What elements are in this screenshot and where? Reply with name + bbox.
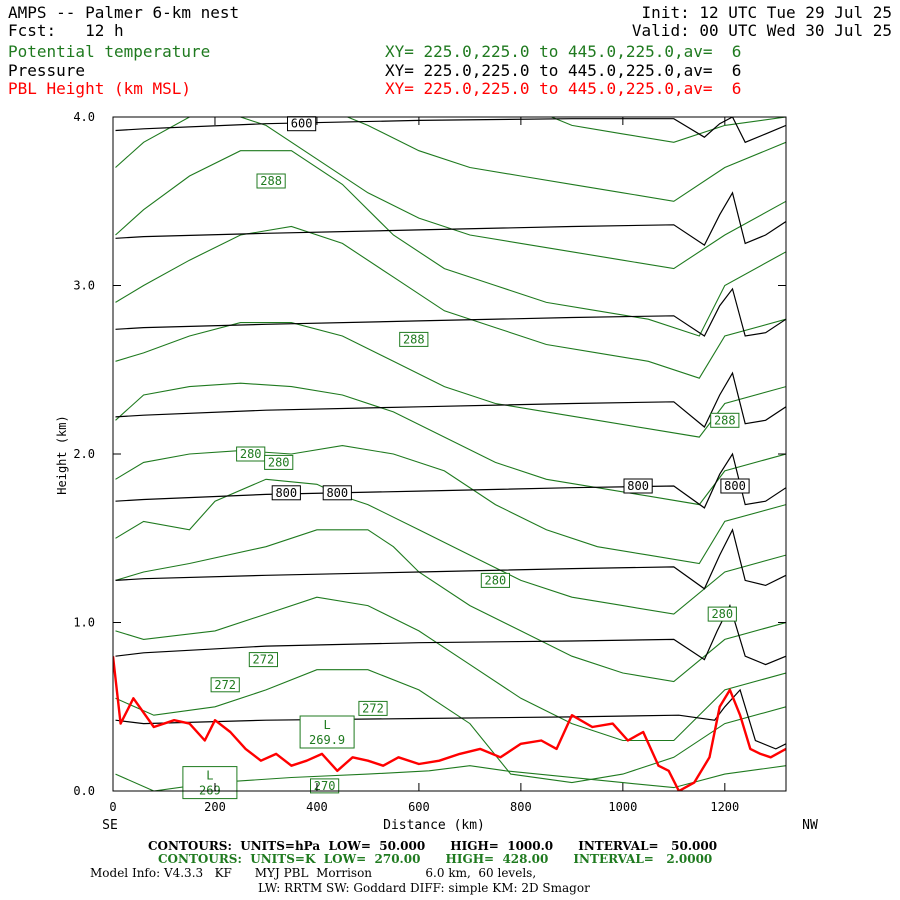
x-tick-label: 1000 bbox=[608, 800, 637, 814]
field-name-pressure: Pressure bbox=[8, 61, 86, 80]
theta-contour-290 bbox=[115, 117, 786, 270]
theta-contour-286 bbox=[115, 225, 786, 379]
theta-label: 280 bbox=[485, 573, 507, 587]
pressure-label: 800 bbox=[275, 486, 297, 500]
field-xy-pbl: XY= 225.0,225.0 to 445.0,225.0,av= 6 bbox=[385, 79, 742, 98]
field-xy-pressure: XY= 225.0,225.0 to 445.0,225.0,av= 6 bbox=[385, 61, 742, 80]
theta-label: 272 bbox=[214, 678, 236, 692]
theta-label: 288 bbox=[403, 332, 425, 346]
theta-label-box bbox=[248, 652, 279, 668]
theta-contour-info: CONTOURS: UNITS=K LOW= 270.00 HIGH= 428.… bbox=[158, 852, 713, 866]
y-tick-label: 3.0 bbox=[73, 279, 95, 293]
theta-label: 288 bbox=[260, 174, 282, 188]
pressure-label: 800 bbox=[627, 479, 649, 493]
low-center-mark: L bbox=[206, 769, 213, 783]
pressure-contour-650 bbox=[115, 191, 786, 246]
theta-contour-288 bbox=[115, 150, 786, 337]
x-tick-label: 800 bbox=[510, 800, 532, 814]
theta-contour-284 bbox=[115, 322, 786, 438]
pressure-contour-850 bbox=[115, 528, 786, 590]
pressure-contour-800 bbox=[115, 452, 786, 509]
pressure-label: 600 bbox=[291, 117, 313, 131]
theta-label-box bbox=[310, 778, 340, 794]
theta-contour-278 bbox=[115, 478, 786, 615]
x-tick-label: 0 bbox=[109, 800, 116, 814]
theta-label-box bbox=[707, 606, 737, 622]
y-tick-label: 0.0 bbox=[73, 784, 95, 798]
theta-contour-292 bbox=[347, 117, 786, 202]
x-axis-label: Distance (km) bbox=[383, 818, 485, 833]
theta-label: 280 bbox=[240, 447, 262, 461]
theta-label-box bbox=[236, 446, 266, 462]
pressure-contours bbox=[115, 117, 786, 750]
theta-contour-282 bbox=[115, 382, 786, 506]
physics-info: LW: RRTM SW: Goddard DIFF: simple KM: 2D… bbox=[258, 881, 590, 895]
theta-label: 288 bbox=[714, 413, 736, 427]
low-center-value: 269.9 bbox=[309, 733, 345, 747]
pressure-contour-700 bbox=[115, 287, 786, 337]
low-center-box bbox=[299, 715, 355, 749]
pressure-contour-750 bbox=[115, 371, 786, 428]
x-tick-label: 1200 bbox=[710, 800, 739, 814]
pressure-contour-900 bbox=[115, 603, 786, 666]
init-time: Init: 12 UTC Tue 29 Jul 25 bbox=[641, 3, 892, 22]
pressure-label: 800 bbox=[724, 479, 746, 493]
theta-label-box bbox=[480, 572, 510, 588]
x-tick-label: 600 bbox=[408, 800, 430, 814]
pressure-contour-600 bbox=[115, 117, 786, 144]
theta-label-box bbox=[264, 454, 294, 470]
theta-contour-294 bbox=[551, 117, 786, 143]
pbl-height-series bbox=[113, 656, 786, 791]
theta-label: 280 bbox=[711, 607, 733, 621]
low-center-box bbox=[182, 766, 238, 800]
field-name-theta: Potential temperature bbox=[8, 42, 211, 61]
theta-label-box bbox=[256, 173, 286, 189]
y-tick-label: 4.0 bbox=[73, 110, 95, 124]
theta-label-box bbox=[399, 331, 429, 347]
x-tick-label: 400 bbox=[306, 800, 328, 814]
model-info: Model Info: V4.3.3 KF MYJ PBL Morrison 6… bbox=[90, 866, 537, 880]
pbl-height-line bbox=[113, 656, 786, 791]
forecast-hour: Fcst: 12 h bbox=[8, 22, 124, 40]
forecast-label: Fcst: bbox=[8, 21, 57, 40]
theta-label: 270 bbox=[314, 779, 336, 793]
field-name-pbl: PBL Height (km MSL) bbox=[8, 79, 192, 98]
x-axis-right-end: NW bbox=[802, 818, 818, 833]
theta-contour-274 bbox=[115, 596, 786, 742]
theta-label: 272 bbox=[362, 701, 384, 715]
y-tick-label: 2.0 bbox=[73, 447, 95, 461]
y-tick-label: 1.0 bbox=[73, 616, 95, 630]
field-xy-theta: XY= 225.0,225.0 to 445.0,225.0,av= 6 bbox=[385, 42, 742, 61]
axis-ticks: 0 200 400 600 800 1000 1200 0.0 1.0 2.0 3.0 4.0 bbox=[73, 110, 786, 814]
theta-contour-272 bbox=[115, 669, 786, 784]
x-tick-label: 200 bbox=[204, 800, 226, 814]
valid-time: Valid: 00 UTC Wed 30 Jul 25 bbox=[631, 21, 892, 40]
pressure-label: 800 bbox=[326, 486, 348, 500]
pressure-label-box bbox=[322, 485, 352, 501]
model-title: AMPS -- Palmer 6-km nest bbox=[8, 3, 240, 22]
y-axis-label: Height (km) bbox=[55, 415, 69, 494]
theta-label: 272 bbox=[253, 653, 275, 667]
theta-label: 280 bbox=[268, 455, 290, 469]
contour-labels: 288 288 288 280 280 280 280 272 272 272 270 600 800 8… bbox=[182, 116, 750, 800]
forecast-value: 12 h bbox=[85, 21, 124, 40]
theta-label-box bbox=[710, 412, 740, 428]
pressure-label-box bbox=[720, 478, 750, 494]
pressure-contour-950 bbox=[115, 688, 786, 750]
pressure-label-box bbox=[271, 485, 301, 501]
pressure-contour-info: CONTOURS: UNITS=hPa LOW= 50.000 HIGH= 10… bbox=[148, 839, 718, 853]
theta-contour-280 bbox=[115, 445, 786, 565]
pressure-label-box bbox=[623, 478, 653, 494]
theta-contour-276 bbox=[115, 529, 786, 683]
x-axis-left-end: SE bbox=[102, 818, 118, 833]
low-center-mark: L bbox=[323, 718, 330, 732]
theta-label-box bbox=[210, 677, 240, 693]
theta-label-box bbox=[358, 700, 388, 716]
